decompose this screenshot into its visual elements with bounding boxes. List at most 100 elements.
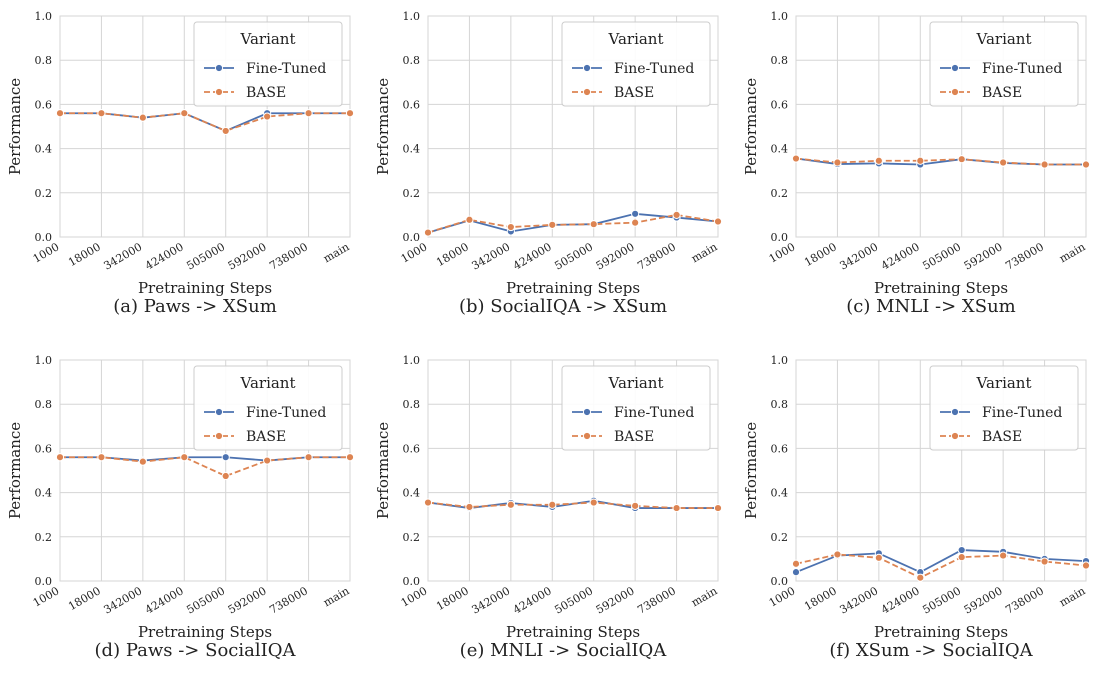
x-axis-label: Pretraining Steps xyxy=(874,623,1008,641)
x-tick-label: 505000 xyxy=(920,584,963,616)
legend-entry-label: BASE xyxy=(614,85,654,101)
x-tick-label: 342000 xyxy=(469,584,512,616)
x-axis-label: Pretraining Steps xyxy=(874,279,1008,297)
data-point xyxy=(138,113,147,122)
x-axis-label: Pretraining Steps xyxy=(506,623,640,641)
x-tick-label: 424000 xyxy=(511,240,554,272)
y-tick-label: 1.0 xyxy=(403,10,421,23)
x-tick-label: 1000 xyxy=(31,240,62,265)
x-tick-label: main xyxy=(689,240,719,265)
x-tick-label: 342000 xyxy=(469,240,512,272)
x-tick-label: 505000 xyxy=(920,240,963,272)
y-tick-label: 0.8 xyxy=(403,398,421,411)
data-point xyxy=(589,498,598,507)
data-point xyxy=(1040,160,1049,169)
panel-caption: (a) Paws -> XSum xyxy=(113,296,277,317)
y-tick-label: 0.2 xyxy=(35,187,53,200)
x-tick-label: 1000 xyxy=(767,240,798,265)
y-tick-label: 1.0 xyxy=(403,354,421,367)
y-tick-label: 0.6 xyxy=(35,98,53,111)
x-tick-label: main xyxy=(1057,584,1087,609)
data-point xyxy=(506,222,515,232)
x-tick-label: 18000 xyxy=(434,584,471,613)
data-point xyxy=(713,217,723,226)
x-tick-label: 738000 xyxy=(1003,240,1046,272)
x-tick-label: 424000 xyxy=(879,584,922,616)
y-axis-label: Performance xyxy=(742,422,760,519)
y-tick-label: 0.2 xyxy=(771,187,789,200)
data-point xyxy=(221,471,230,481)
data-point xyxy=(874,156,883,165)
legend-entry-label: BASE xyxy=(246,85,286,101)
y-tick-label: 0.4 xyxy=(771,143,789,156)
data-point xyxy=(1081,561,1091,570)
x-tick-label: 342000 xyxy=(837,240,880,272)
y-tick-label: 0.4 xyxy=(403,487,421,500)
y-tick-label: 0.2 xyxy=(403,187,421,200)
data-point xyxy=(180,109,189,118)
x-tick-label: main xyxy=(1057,240,1087,265)
data-point xyxy=(304,453,313,462)
x-tick-label: 424000 xyxy=(879,240,922,272)
data-point xyxy=(221,126,230,136)
data-point xyxy=(345,109,355,118)
legend-title: Variant xyxy=(608,30,664,48)
x-tick-label: 505000 xyxy=(184,584,227,616)
data-point xyxy=(304,109,313,118)
x-tick-label: 18000 xyxy=(66,240,103,269)
data-point xyxy=(345,453,355,462)
y-tick-label: 0.6 xyxy=(403,442,421,455)
data-point xyxy=(874,553,883,562)
y-tick-label: 0.2 xyxy=(403,531,421,544)
series-line-base xyxy=(427,501,718,509)
legend-swatch-marker xyxy=(214,63,224,73)
legend-entry-label: BASE xyxy=(246,429,286,445)
x-tick-label: 592000 xyxy=(962,584,1005,616)
data-point xyxy=(548,220,557,229)
y-tick-label: 0.8 xyxy=(771,54,789,67)
data-point xyxy=(506,500,515,509)
legend-swatch-marker xyxy=(950,87,960,97)
legend-title: Variant xyxy=(608,374,664,392)
data-point xyxy=(589,220,598,229)
x-tick-label: 738000 xyxy=(267,240,310,272)
x-tick-label: 505000 xyxy=(552,584,595,616)
x-tick-label: 738000 xyxy=(635,584,678,616)
data-point xyxy=(138,457,147,466)
legend: Variant Fine-Tuned BASE xyxy=(193,21,343,107)
x-axis-label: Pretraining Steps xyxy=(506,279,640,297)
legend-swatch-marker xyxy=(950,431,960,441)
legend-swatch-marker xyxy=(950,407,960,417)
y-axis-label: Performance xyxy=(374,422,392,519)
legend-entry-label: BASE xyxy=(982,85,1022,101)
x-tick-label: 424000 xyxy=(143,240,186,272)
legend-swatch-marker xyxy=(214,407,224,417)
legend-entry-label: Fine-Tuned xyxy=(246,405,326,421)
data-point xyxy=(97,109,106,118)
series-line-base xyxy=(60,456,350,477)
legend: Variant Fine-Tuned BASE xyxy=(193,365,343,451)
data-point xyxy=(957,155,966,164)
data-point xyxy=(999,158,1008,167)
legend-entry-label: Fine-Tuned xyxy=(614,61,694,77)
x-tick-label: 1000 xyxy=(31,584,62,609)
data-point xyxy=(55,109,65,118)
legend: Variant Fine-Tuned BASE xyxy=(929,365,1079,451)
y-tick-label: 0.4 xyxy=(403,143,421,156)
data-point xyxy=(999,551,1008,560)
x-tick-label: 592000 xyxy=(226,240,269,272)
x-tick-label: 738000 xyxy=(1003,584,1046,616)
legend-box xyxy=(929,365,1079,451)
legend: Variant Fine-Tuned BASE xyxy=(561,365,711,451)
x-tick-label: 505000 xyxy=(184,240,227,272)
data-point xyxy=(263,112,272,121)
legend-box xyxy=(561,21,711,107)
series-line-base xyxy=(427,213,719,234)
x-tick-label: 18000 xyxy=(66,584,103,613)
x-tick-label: 342000 xyxy=(837,584,880,616)
y-tick-label: 1.0 xyxy=(35,10,53,23)
y-tick-label: 0.2 xyxy=(35,531,53,544)
